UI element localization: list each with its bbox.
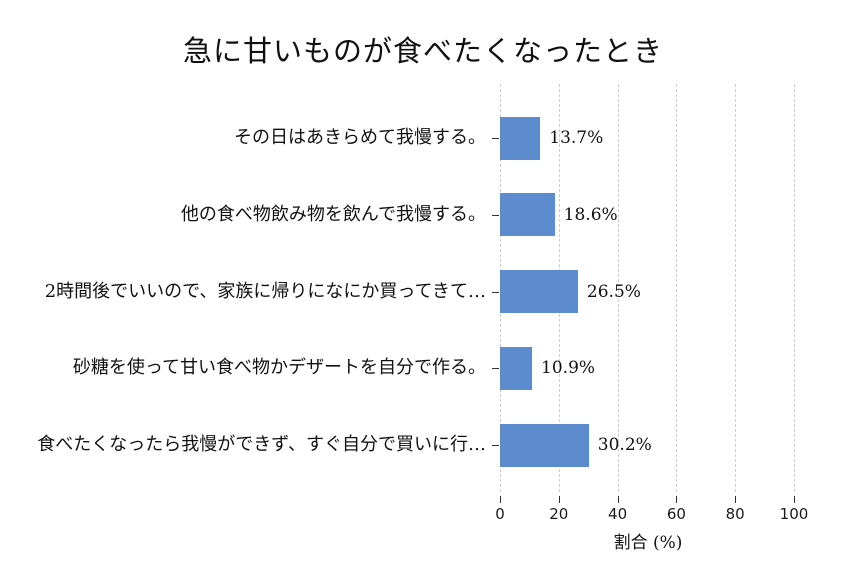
- gridline: [794, 84, 795, 492]
- y-tick-mark: [492, 368, 499, 370]
- x-tick-mark: [676, 496, 678, 503]
- x-tick-label: 100: [779, 505, 809, 523]
- x-axis-label: 割合 (%): [613, 533, 683, 553]
- bar: [500, 270, 578, 313]
- value-label: 30.2%: [597, 435, 652, 455]
- x-tick-label: 0: [495, 505, 505, 523]
- x-tick-mark: [794, 496, 795, 503]
- gridline: [617, 84, 619, 492]
- x-tick-mark: [500, 496, 501, 503]
- x-tick-label: 60: [666, 505, 686, 523]
- gridline: [676, 84, 678, 492]
- category-label: 2時間後でいいので、家族に帰りになにか買ってきて…: [44, 280, 486, 302]
- value-label: 10.9%: [541, 358, 596, 379]
- gridline: [735, 84, 737, 492]
- x-tick-mark: [735, 496, 737, 503]
- bar: [500, 116, 541, 160]
- category-label: 他の食べ物飲み物を飲んで我慢する。: [180, 203, 486, 225]
- bar: [500, 346, 533, 390]
- value-label: 18.6%: [563, 204, 618, 225]
- bar: [500, 423, 589, 467]
- x-tick-mark: [617, 496, 619, 503]
- category-label: 食べたくなったら我慢ができず、すぐ自分で買いに行…: [37, 434, 486, 455]
- chart-title: 急に甘いものが食べたくなったとき: [182, 34, 663, 68]
- x-tick-label: 20: [549, 505, 569, 523]
- y-tick-mark: [492, 291, 499, 293]
- category-label: その日はあきらめて我慢する。: [234, 127, 486, 148]
- x-tick-mark: [558, 496, 560, 503]
- bar: [500, 193, 555, 237]
- category-label: 砂糖を使って甘い食べ物かデザートを自分で作る。: [72, 357, 486, 379]
- y-tick-mark: [492, 138, 499, 139]
- x-tick-label: 80: [725, 505, 745, 523]
- value-label: 13.7%: [549, 128, 604, 148]
- y-tick-mark: [492, 445, 499, 446]
- y-tick-mark: [492, 214, 499, 216]
- value-label: 26.5%: [586, 281, 641, 302]
- x-tick-label: 40: [608, 505, 628, 523]
